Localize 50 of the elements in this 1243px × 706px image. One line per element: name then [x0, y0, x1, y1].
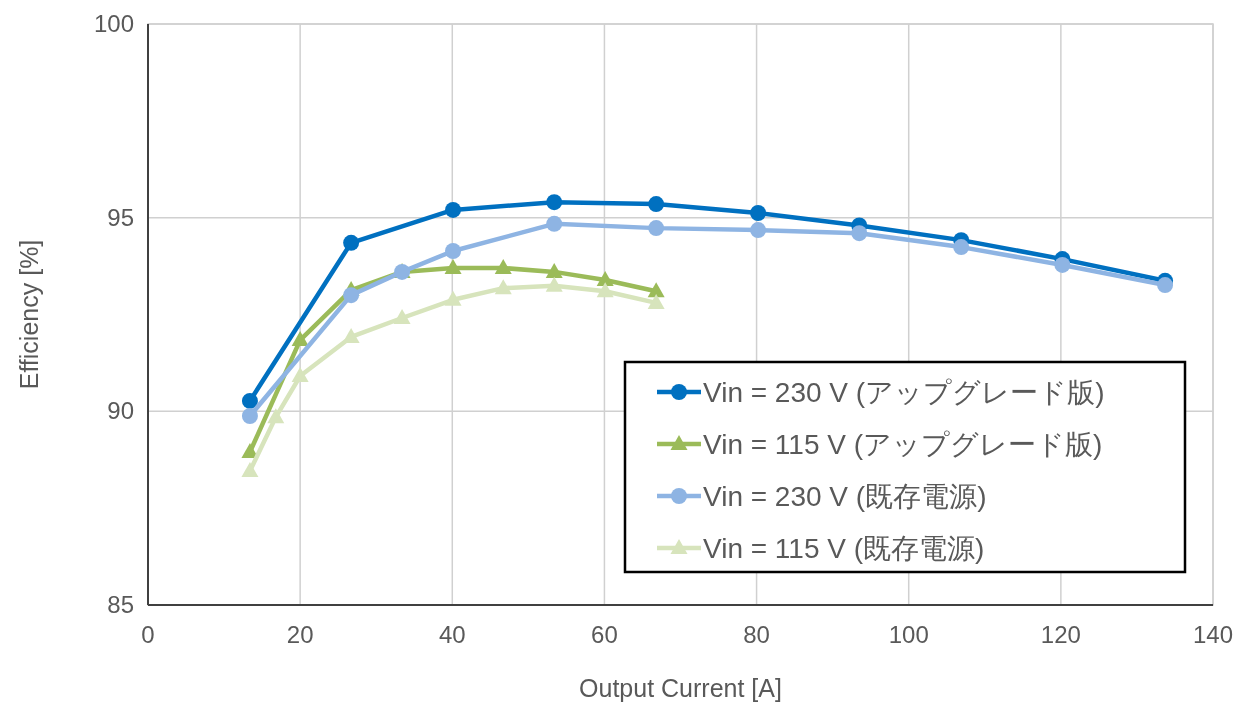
x-tick-label: 100	[888, 621, 929, 648]
y-tick-label: 90	[107, 397, 134, 425]
point	[291, 331, 309, 347]
x-tick-label: 120	[1040, 621, 1081, 648]
point	[291, 367, 309, 383]
point	[241, 392, 258, 409]
point	[241, 407, 258, 424]
y-axis-title: Efficiency [%]	[15, 239, 43, 390]
legend-label: Vin = 115 V (アップグレード版)	[703, 429, 1103, 460]
x-tick-label: 0	[141, 621, 155, 648]
point	[343, 234, 360, 251]
point	[241, 461, 259, 477]
point	[545, 262, 563, 278]
point	[647, 282, 665, 298]
point	[647, 293, 665, 309]
point	[648, 196, 665, 213]
point	[494, 259, 512, 275]
point	[445, 201, 462, 218]
legend-label: Vin = 230 V (アップグレード版)	[703, 377, 1105, 408]
point	[546, 194, 563, 211]
point	[1054, 256, 1071, 273]
point	[494, 279, 512, 295]
point	[342, 327, 360, 343]
x-axis-title: Output Current [A]	[579, 674, 782, 702]
y-tick-label: 100	[93, 10, 134, 37]
x-tick-label: 20	[286, 621, 314, 648]
x-tick-label: 60	[591, 621, 618, 648]
legend-label: Vin = 230 V (既存電源)	[703, 481, 987, 512]
point	[750, 222, 767, 239]
x-tick-label: 140	[1192, 621, 1234, 648]
point	[648, 220, 665, 237]
point	[444, 290, 462, 306]
y-tick-label: 85	[107, 591, 134, 618]
point	[267, 408, 285, 424]
legend-label: Vin = 115 V (既存電源)	[703, 533, 985, 564]
point	[596, 282, 614, 298]
point	[1157, 277, 1174, 294]
point	[953, 239, 970, 256]
point	[445, 242, 462, 259]
point	[596, 271, 614, 287]
point	[444, 259, 462, 275]
y-tick-label: 95	[107, 203, 134, 231]
x-tick-label: 80	[743, 621, 770, 648]
point	[750, 205, 767, 222]
point	[546, 215, 563, 232]
x-tick-label: 40	[438, 621, 466, 648]
point	[545, 276, 563, 292]
point	[393, 308, 411, 324]
point	[851, 225, 868, 242]
point	[343, 287, 360, 304]
